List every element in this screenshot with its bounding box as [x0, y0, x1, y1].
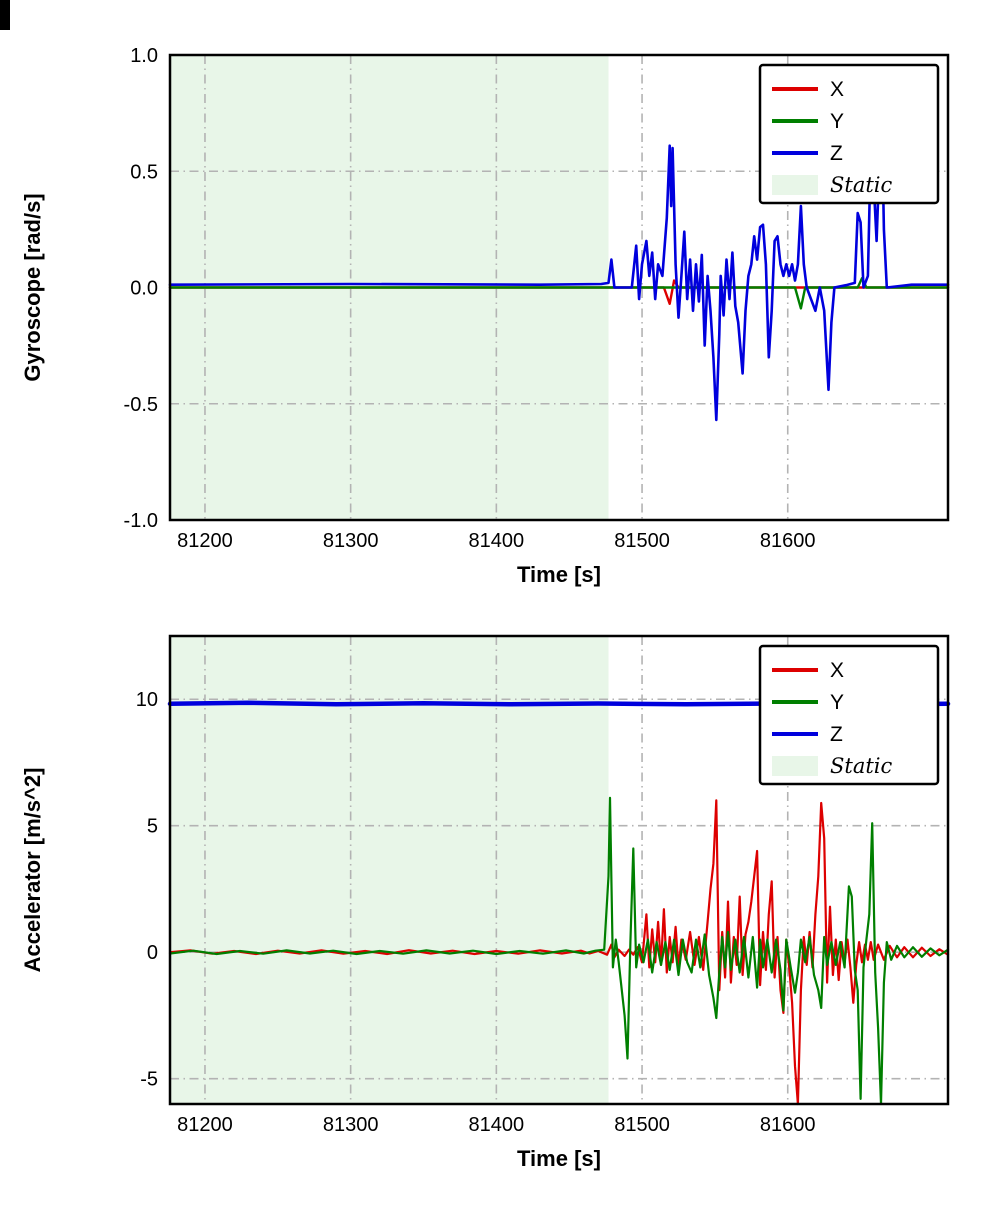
legend-box — [758, 644, 940, 786]
y-tick-label: -0.5 — [124, 394, 158, 416]
series-Z-line — [168, 144, 950, 422]
y-tick-label: -1.0 — [124, 510, 158, 532]
x-tick-label: 81500 — [614, 530, 670, 552]
series-Y-line — [168, 277, 950, 310]
x-tick-label: 81400 — [469, 1114, 525, 1136]
y-tick-label: 0 — [147, 942, 158, 964]
static-region — [170, 636, 609, 1104]
x-tick-label: 81400 — [469, 530, 525, 552]
y-tick-label: 1.0 — [130, 45, 158, 67]
x-axis-label: Time [s] — [517, 1146, 601, 1171]
y-tick-label: 0.0 — [130, 278, 158, 300]
x-tick-label: 81300 — [323, 1114, 379, 1136]
legend-entry-label: Static — [830, 754, 893, 778]
x-tick-label: 81200 — [177, 1114, 233, 1136]
legend-entry-label: Static — [830, 173, 893, 197]
series-Y-line — [168, 796, 950, 1106]
y-axis-label: Gyroscope [rad/s] — [20, 193, 45, 381]
x-tick-label: 81600 — [760, 530, 816, 552]
x-tick-label: 81500 — [614, 1114, 670, 1136]
legend-entry-label: Z — [830, 723, 843, 746]
legend-entry-label: X — [830, 78, 844, 101]
legend-entry-label: Z — [830, 142, 843, 165]
x-tick-label: 81200 — [177, 530, 233, 552]
x-axis-label: Time [s] — [517, 562, 601, 587]
y-tick-label: 5 — [147, 816, 158, 838]
legend-box — [758, 63, 940, 205]
legend-entry-label: X — [830, 659, 844, 682]
x-tick-label: 81300 — [323, 530, 379, 552]
y-tick-label: 10 — [136, 689, 158, 711]
legend-entry-label: Y — [830, 110, 844, 133]
y-tick-label: 0.5 — [130, 161, 158, 183]
plot-border — [168, 53, 950, 522]
plot-border — [168, 634, 950, 1106]
legend-entry-label: Y — [830, 691, 844, 714]
y-axis-label: Accelerator [m/s^2] — [20, 768, 45, 973]
screen-corner-artifact — [0, 0, 10, 30]
x-tick-label: 81600 — [760, 1114, 816, 1136]
gyroscope-chart: 81200 81300 81400 81500 81600 1.0 0.5 0.0 -0.5 -1… — [20, 45, 950, 587]
legend-key-Static — [772, 175, 818, 195]
legend-key-Static — [772, 756, 818, 776]
accelerometer-chart: 81200 81300 81400 81500 81600 10 5 0 -5 Time [s] A… — [20, 634, 951, 1171]
y-tick-label: -5 — [140, 1069, 158, 1091]
